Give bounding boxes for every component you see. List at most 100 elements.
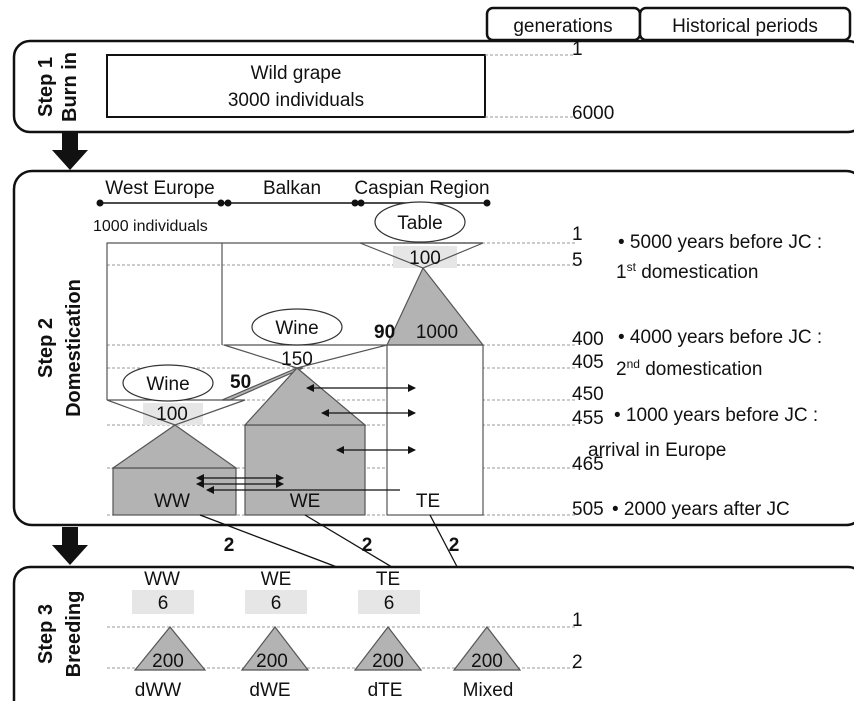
label: • 5000 years before JC : xyxy=(618,232,822,253)
label: domestication xyxy=(640,359,763,380)
type-bubble xyxy=(374,201,466,243)
breeding: WW WE TE 6 6 6 200 200 200 200 dWW dWE d… xyxy=(132,569,522,701)
step-arrow xyxy=(52,133,88,170)
generation: 1 xyxy=(572,610,583,631)
label: 6 xyxy=(158,593,169,614)
step-label: Step 3 xyxy=(35,604,57,664)
step-label: Burn in xyxy=(59,52,81,122)
population-growth xyxy=(386,266,485,346)
type-bubble xyxy=(251,308,343,346)
shape xyxy=(351,199,359,207)
label: • 2000 years after JC xyxy=(612,499,790,520)
shape xyxy=(353,626,423,671)
step-label: Breeding xyxy=(63,591,85,678)
duration: 50 xyxy=(230,372,251,393)
population-growth xyxy=(111,424,238,469)
population-block xyxy=(244,424,366,516)
founders: 100 xyxy=(409,248,441,269)
shape xyxy=(358,590,420,614)
bottleneck xyxy=(359,242,484,269)
periods: • 5000 years before JC : 1st domesticati… xyxy=(588,232,822,520)
label: domestication xyxy=(636,262,759,283)
duration: 90 xyxy=(374,322,395,343)
label: 6 xyxy=(271,593,282,614)
label: dTE xyxy=(368,680,403,701)
box-text: 3000 individuals xyxy=(228,90,364,111)
shape xyxy=(357,199,365,207)
type-bubble xyxy=(122,364,214,402)
founders: 100 xyxy=(156,404,188,425)
region: Balkan xyxy=(263,178,321,199)
shape: 2nd domestication xyxy=(616,357,762,380)
step-label: Domestication xyxy=(63,279,85,417)
shape: 1st domestication xyxy=(616,260,758,283)
label: nd xyxy=(627,357,640,371)
region: Caspian Region xyxy=(354,178,489,199)
label: 200 xyxy=(372,651,404,672)
shape xyxy=(96,199,104,207)
wild-population xyxy=(106,242,483,400)
label: 200 xyxy=(256,651,288,672)
label: 200 xyxy=(152,651,184,672)
label: 465 xyxy=(572,454,604,475)
label: TE xyxy=(376,569,400,590)
generation: 1 xyxy=(572,39,583,60)
label: st xyxy=(627,260,637,274)
label: 405 xyxy=(572,352,604,373)
shape xyxy=(240,626,310,671)
shape xyxy=(132,590,194,614)
group: WW xyxy=(154,491,190,512)
header: generations xyxy=(513,16,612,37)
step-label: Step 1 xyxy=(35,57,57,117)
label: 200 xyxy=(471,651,503,672)
population-type: Wine xyxy=(146,374,189,395)
shape xyxy=(452,626,522,671)
step-arrow xyxy=(52,527,88,565)
label: 505 xyxy=(572,499,604,520)
migrants: 2 xyxy=(449,535,460,556)
label: 1 xyxy=(572,224,583,245)
label: WE xyxy=(261,569,292,590)
label: 2 xyxy=(616,359,627,380)
region: West Europe xyxy=(105,178,214,199)
label: WW xyxy=(144,569,180,590)
label: 400 xyxy=(572,329,604,350)
label: • 1000 years before JC : xyxy=(614,405,818,426)
label: arrival in Europe xyxy=(588,440,726,461)
group: TE xyxy=(416,491,440,512)
population-size: 1000 xyxy=(416,322,458,343)
group: WE xyxy=(290,491,321,512)
label: 450 xyxy=(572,384,604,405)
gene-flow xyxy=(196,384,416,494)
label: 455 xyxy=(572,408,604,429)
migrants: 2 xyxy=(362,535,373,556)
population-type: Wine xyxy=(275,318,318,339)
generations: 1 5 400 405 450 455 465 505 xyxy=(572,224,604,520)
population-type: Table xyxy=(397,213,442,234)
generation: 2 xyxy=(572,652,583,673)
population-block xyxy=(386,344,484,516)
size-note: 1000 individuals xyxy=(93,218,208,235)
shape xyxy=(483,199,491,207)
label: Mixed xyxy=(463,680,514,701)
label: • 4000 years before JC : xyxy=(618,327,822,348)
label: dWW xyxy=(135,680,182,701)
shape xyxy=(224,199,232,207)
step-label: Step 2 xyxy=(35,318,57,378)
label: 6 xyxy=(384,593,395,614)
generation: 6000 xyxy=(572,103,614,124)
shape xyxy=(217,199,225,207)
label: 5 xyxy=(572,250,583,271)
shape xyxy=(133,626,207,671)
header: Historical periods xyxy=(672,16,818,37)
label: dWE xyxy=(249,680,290,701)
founders: 150 xyxy=(281,349,313,370)
population-box xyxy=(106,54,486,118)
box-text: Wild grape xyxy=(251,63,342,84)
migrants: 2 xyxy=(224,535,235,556)
label: 1 xyxy=(616,262,627,283)
founder-band xyxy=(143,403,203,425)
shape xyxy=(245,590,307,614)
